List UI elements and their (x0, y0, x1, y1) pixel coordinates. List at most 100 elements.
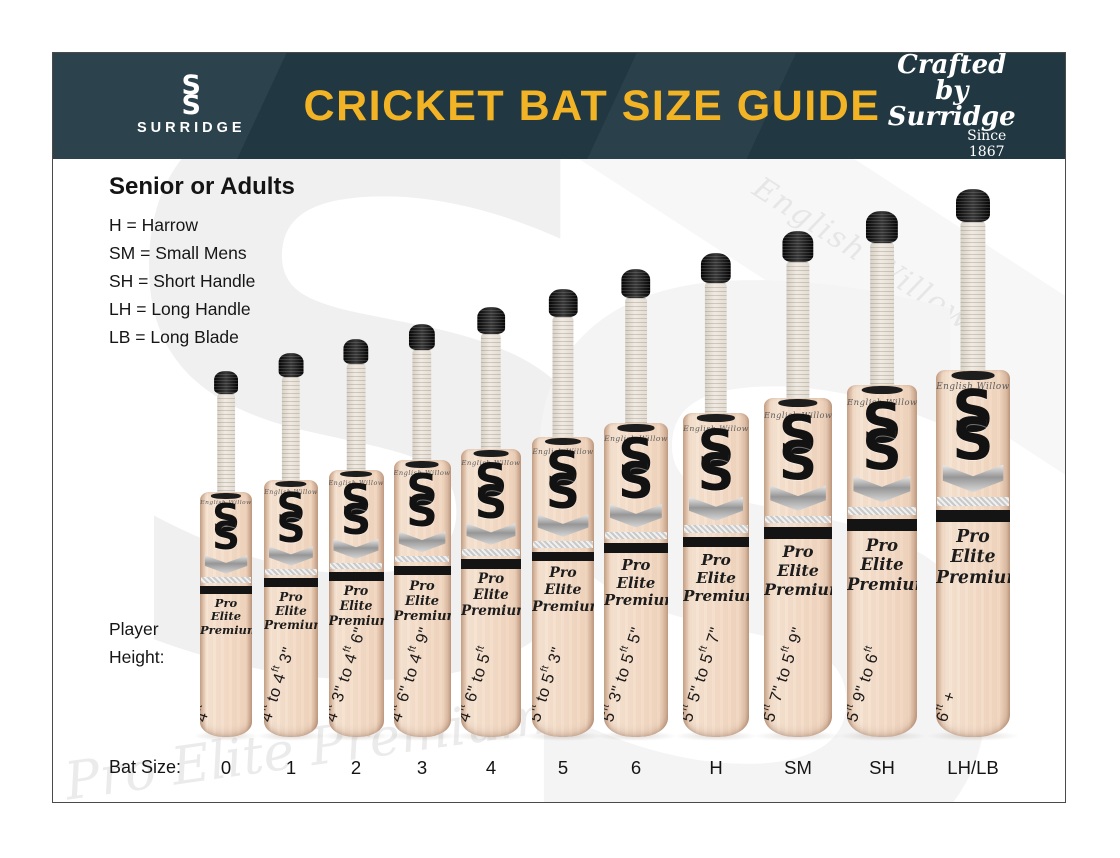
bat-handle-knob (343, 339, 369, 364)
bat-handle-grip (412, 350, 432, 468)
bat-shoulder-band (275, 481, 307, 488)
player-height-value: 4ft to 4ft 3" (264, 644, 298, 724)
bat-black-stripe (393, 565, 451, 575)
bat-silver-band (533, 541, 593, 548)
player-height-value: 5ft 9" to 6ft (847, 643, 882, 724)
surridge-s-icon: S S (181, 69, 201, 119)
bat-willow-text: English Willow (264, 488, 318, 496)
bat-black-stripe (764, 527, 832, 539)
bat-silver-band (684, 525, 748, 533)
bat-silver-band (765, 515, 831, 524)
content-area: English Willow S S Pro Elite Premium Sen… (53, 159, 1065, 802)
crafted-tagline: Crafted by Surridge Since 1867 (880, 52, 1023, 160)
bat-black-stripe (264, 578, 318, 587)
bat-handle-knob (955, 189, 991, 222)
player-height-value: 5ft 5" to 5ft 7" (683, 624, 726, 724)
bat-willow-text: English Willow (328, 479, 384, 488)
bat-handle-knob (865, 211, 899, 243)
bat-silver-band (265, 569, 317, 576)
bat-handle-knob (278, 353, 304, 377)
bat-silver-band (329, 562, 383, 569)
abbreviation-legend: H = Harrow SM = Small Mens SH = Short Ha… (109, 211, 255, 351)
legend-item-long-handle: LH = Long Handle (109, 299, 251, 319)
bat-handle-grip (281, 377, 301, 488)
player-height-label-line1: Player (109, 619, 159, 639)
bat-handle-knob (408, 324, 436, 350)
bat-size-value: H (709, 757, 723, 778)
bat-handle-grip (346, 364, 366, 478)
bat-handle-knob (477, 307, 505, 334)
legend-item-long-blade: LB = Long Blade (109, 327, 239, 347)
legend-item-small-mens: SM = Small Mens (109, 243, 247, 263)
player-height-value: 4ft 3" to 4ft 6" (328, 624, 369, 724)
bat-chevron-graphic (204, 555, 248, 574)
tagline-since-text: Since 1867 (967, 128, 1007, 160)
bat-size-value: LH/LB (947, 757, 999, 778)
bat-shoulder-band (473, 450, 509, 457)
bat-silver-band (848, 507, 916, 516)
player-height-value: 4ft 6" to 4ft 9" (393, 624, 435, 724)
bat-size-value: 3 (416, 757, 428, 778)
logo-s-top: S (181, 69, 201, 101)
bat-size-value: 4 (485, 757, 497, 778)
bat-handle-grip (625, 298, 647, 431)
bat-size-label: Bat Size: (109, 757, 182, 777)
bat-handle-knob (548, 289, 578, 317)
player-height-value: 5ft 7" to 5ft 9" (764, 624, 808, 724)
bat-handle-knob (700, 253, 732, 283)
bat-black-stripe (604, 542, 668, 554)
bat-silver-band (394, 556, 450, 563)
bat-silver-band (201, 577, 251, 583)
bat-silver-band (462, 548, 520, 556)
bat-shoulder-band (405, 461, 439, 468)
bat-willow-text: English Willow (393, 469, 451, 478)
bat-handle-grip (480, 334, 502, 457)
bat-shoulder-band (210, 493, 242, 499)
player-height-value: 4ft (200, 702, 213, 724)
bat-willow-text: English Willow (200, 500, 252, 507)
bat-handle-knob (782, 231, 814, 262)
section-heading: Senior or Adults (109, 173, 295, 200)
player-height-label: Player Height: (109, 615, 164, 671)
legend-item-short-handle: SH = Short Handle (109, 271, 256, 291)
bat-size-value: 5 (557, 757, 569, 778)
bat-size-row: Bat Size: 0 1 2 3 4 5 6 H SM SH LH/LB (53, 755, 1065, 785)
bat-black-stripe (683, 536, 749, 548)
bat-black-stripe (200, 585, 252, 594)
player-height-label-line2: Height: (109, 647, 165, 667)
bat-willow-text: English Willow (461, 458, 521, 467)
